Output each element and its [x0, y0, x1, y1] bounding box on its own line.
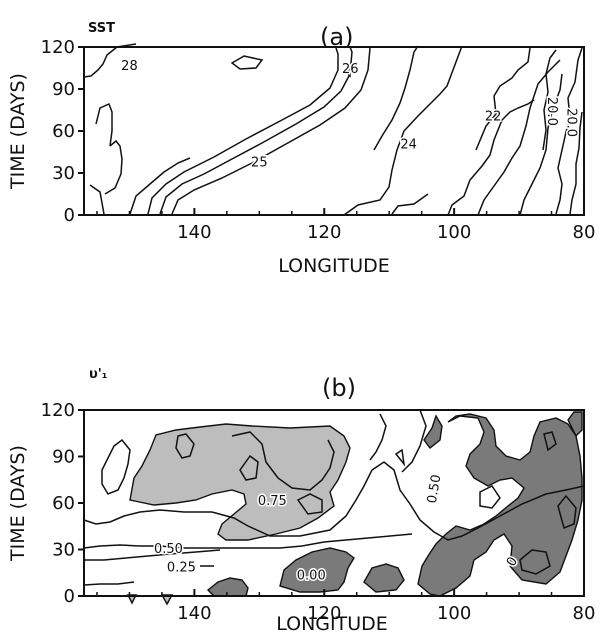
- contour-line: [394, 448, 406, 467]
- y-tick-label: 0: [64, 205, 75, 226]
- panel-a: SST (a): [7, 21, 595, 277]
- contour-line: [239, 454, 259, 481]
- contour-line: [475, 47, 531, 151]
- x-tick-label: 80: [573, 603, 596, 624]
- contour-line: [171, 47, 371, 215]
- contour-line: [369, 413, 387, 461]
- contour-line: [231, 431, 335, 491]
- contour-label: 28: [121, 59, 138, 74]
- panel-a-contours: [83, 43, 583, 216]
- contour-line: [343, 45, 463, 216]
- contour-line: [401, 409, 427, 473]
- contour-line: [230, 55, 264, 70]
- shaded-region-negative: [363, 563, 405, 593]
- contour-label: 25: [251, 156, 268, 171]
- panel-b-x-axis-label: LONGITUDE: [276, 613, 388, 635]
- contour-line: [555, 47, 583, 215]
- panel-b-shading: [129, 411, 583, 597]
- contour-line: [391, 193, 429, 215]
- x-tick-label: 120: [307, 222, 341, 243]
- contour-line: [147, 47, 339, 215]
- x-tick-label: 100: [437, 603, 471, 624]
- shaded-region-negative: [567, 411, 583, 438]
- contour-line: [447, 99, 535, 216]
- y-tick-label: 60: [52, 121, 75, 142]
- contour-line: [89, 184, 105, 215]
- contour-line: [129, 157, 191, 215]
- contour-line: [104, 139, 123, 195]
- contour-label: 22: [485, 110, 502, 125]
- panel-a-y-axis-label: TIME (DAYS): [7, 73, 29, 190]
- contour-line: [159, 46, 353, 215]
- panel-a-frame: [83, 46, 585, 216]
- contour-line: [83, 533, 413, 549]
- shaded-region-negative: [423, 414, 443, 449]
- panel-a-variable-label: SST: [88, 21, 115, 36]
- contour-line: [101, 438, 131, 495]
- y-tick-label: 90: [52, 447, 75, 468]
- contour-line: [83, 581, 135, 586]
- y-tick-label: 120: [41, 400, 75, 421]
- panel-a-axes: 140 120 100 80 0 30 60 90 120: [41, 37, 596, 243]
- contour-line: [542, 49, 557, 151]
- panel-a-contour-labels: 28 26 25 24 22 20.0 20.0: [120, 58, 580, 173]
- contour-label: 20.0: [544, 97, 559, 126]
- contour-label: 0.75: [258, 494, 287, 509]
- y-tick-label: 0: [64, 586, 75, 607]
- contour-label: 0.50: [154, 542, 183, 557]
- contour-line: [175, 433, 195, 459]
- contour-line: [543, 431, 557, 452]
- shaded-region-negative: [206, 577, 249, 597]
- y-tick-label: 120: [41, 37, 75, 58]
- panel-a-x-axis-label: LONGITUDE: [278, 255, 390, 277]
- contour-line: [569, 111, 583, 215]
- shaded-region-positive: [129, 423, 351, 541]
- contour-line: [95, 102, 113, 147]
- panel-b-contours: [83, 409, 585, 606]
- contour-label: 26: [342, 62, 359, 77]
- y-tick-label: 30: [52, 163, 75, 184]
- contour-line: [344, 68, 351, 78]
- panel-b-axes: 140 120 100 80 0 30 60 90 120: [41, 400, 596, 624]
- contour-label: 0.50: [425, 473, 445, 504]
- contour-label: 0.25: [167, 561, 196, 576]
- panel-b-y-axis-label: TIME (DAYS): [7, 445, 29, 562]
- contour-line: [519, 549, 551, 575]
- x-tick-label: 140: [177, 222, 211, 243]
- contour-line: [557, 494, 577, 530]
- contour-line: [519, 73, 563, 216]
- contour-label: 24: [400, 138, 417, 153]
- x-tick-label: 80: [573, 222, 596, 243]
- contour-line: [373, 45, 419, 151]
- contour-line: [83, 461, 585, 541]
- contour-label: 0.00: [297, 568, 326, 583]
- contour-line: [84, 549, 221, 561]
- x-tick-label: 120: [307, 603, 341, 624]
- y-tick-label: 30: [52, 540, 75, 561]
- shaded-region-negative: [417, 413, 583, 597]
- shaded-region-negative: [279, 547, 355, 593]
- x-tick-label: 140: [177, 603, 211, 624]
- x-tick-label: 100: [437, 222, 471, 243]
- contour-label: 20.0: [564, 108, 579, 137]
- y-tick-label: 90: [52, 79, 75, 100]
- contour-line: [477, 59, 561, 216]
- y-tick-label: 60: [52, 493, 75, 514]
- contour-line: [296, 493, 323, 515]
- panel-b-label: (b): [322, 374, 356, 402]
- panel-b-variable-label: υ'₁: [89, 367, 107, 382]
- contour-line: [479, 485, 501, 509]
- panel-b: υ'₁ (b): [7, 367, 595, 635]
